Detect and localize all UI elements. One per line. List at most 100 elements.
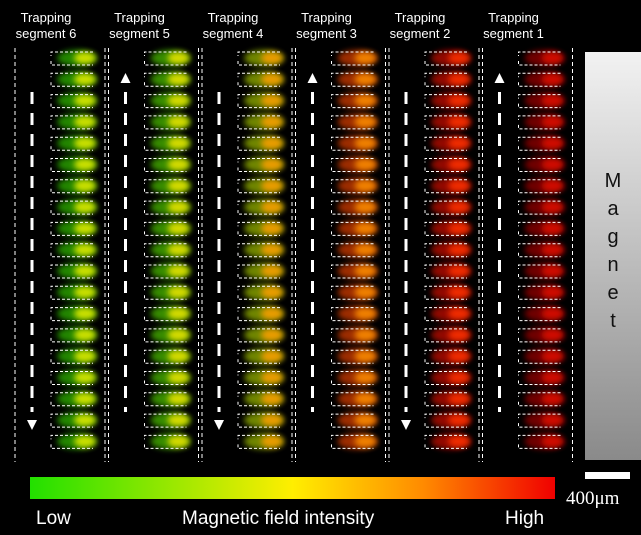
particle-cluster (355, 73, 377, 85)
particle-cluster (448, 95, 470, 107)
particle-cluster (168, 265, 190, 277)
figure: Magnet 400μm Low Magnetic field intensit… (0, 0, 641, 535)
particle-cluster (355, 435, 377, 447)
particle-cluster (74, 393, 96, 405)
particle-cluster (448, 73, 470, 85)
particle-cluster (74, 116, 96, 128)
particle-cluster (542, 73, 564, 85)
particle-cluster (261, 159, 283, 171)
particle-cluster (168, 180, 190, 192)
particle-cluster (355, 372, 377, 384)
particle-cluster (168, 244, 190, 256)
particle-cluster (355, 265, 377, 277)
particle-cluster (542, 137, 564, 149)
particle-cluster (542, 244, 564, 256)
particle-cluster (261, 350, 283, 362)
particle-cluster (542, 414, 564, 426)
particle-cluster (168, 95, 190, 107)
magnet-label: Magnet (585, 170, 641, 338)
particle-cluster (261, 286, 283, 298)
particle-cluster (448, 393, 470, 405)
colorbar-high: High (505, 508, 544, 530)
particle-cluster (168, 308, 190, 320)
scale-label: 400μm (566, 488, 619, 510)
particle-cluster (448, 329, 470, 341)
particle-cluster (448, 414, 470, 426)
particle-cluster (261, 95, 283, 107)
particle-cluster (261, 52, 283, 64)
particle-cluster (74, 73, 96, 85)
particle-cluster (74, 308, 96, 320)
particle-cluster (261, 116, 283, 128)
particle-cluster (261, 180, 283, 192)
particle-cluster (448, 159, 470, 171)
particle-cluster (355, 52, 377, 64)
particle-cluster (261, 329, 283, 341)
particle-cluster (355, 308, 377, 320)
particle-cluster (261, 73, 283, 85)
particle-cluster (168, 393, 190, 405)
particle-cluster (542, 308, 564, 320)
particle-cluster (448, 222, 470, 234)
particle-cluster (355, 116, 377, 128)
particle-cluster (261, 308, 283, 320)
colorbar-low: Low (36, 508, 71, 530)
particle-cluster (74, 265, 96, 277)
particle-cluster (74, 372, 96, 384)
particle-cluster (542, 286, 564, 298)
particle-cluster (168, 116, 190, 128)
particle-cluster (448, 52, 470, 64)
particle-cluster (74, 180, 96, 192)
particle-cluster (168, 329, 190, 341)
particle-cluster (355, 201, 377, 213)
particle-cluster (542, 372, 564, 384)
particle-cluster (448, 350, 470, 362)
flow-arrow (27, 420, 37, 430)
colorbar-title: Magnetic field intensity (182, 508, 374, 530)
particle-cluster (261, 137, 283, 149)
particle-cluster (542, 159, 564, 171)
particle-cluster (448, 201, 470, 213)
flow-arrow (495, 73, 505, 83)
particle-cluster (448, 116, 470, 128)
particle-cluster (168, 286, 190, 298)
particle-cluster (74, 201, 96, 213)
segment-label: Trapping segment 1 (475, 10, 553, 42)
particle-cluster (261, 222, 283, 234)
particle-cluster (74, 435, 96, 447)
particle-cluster (355, 329, 377, 341)
particle-cluster (355, 159, 377, 171)
particle-cluster (448, 244, 470, 256)
particle-cluster (168, 73, 190, 85)
particle-cluster (355, 350, 377, 362)
particle-cluster (261, 201, 283, 213)
particle-cluster (448, 180, 470, 192)
particle-cluster (74, 159, 96, 171)
flow-arrow (308, 73, 318, 83)
segment-label: Trapping segment 6 (7, 10, 85, 42)
particle-cluster (74, 95, 96, 107)
particle-cluster (448, 372, 470, 384)
particle-cluster (542, 52, 564, 64)
particle-cluster (168, 350, 190, 362)
particle-cluster (355, 222, 377, 234)
particle-cluster (355, 137, 377, 149)
particle-cluster (355, 393, 377, 405)
particle-cluster (168, 372, 190, 384)
particle-cluster (542, 201, 564, 213)
particle-cluster (448, 286, 470, 298)
particle-cluster (74, 286, 96, 298)
particle-cluster (542, 180, 564, 192)
particle-cluster (448, 137, 470, 149)
flow-arrow (401, 420, 411, 430)
particle-cluster (168, 435, 190, 447)
particle-cluster (168, 137, 190, 149)
particle-cluster (261, 265, 283, 277)
flow-arrow (214, 420, 224, 430)
particle-cluster (542, 350, 564, 362)
segment-label: Trapping segment 2 (381, 10, 459, 42)
particle-cluster (168, 414, 190, 426)
particle-cluster (261, 393, 283, 405)
particle-cluster (168, 201, 190, 213)
segment-label: Trapping segment 3 (288, 10, 366, 42)
